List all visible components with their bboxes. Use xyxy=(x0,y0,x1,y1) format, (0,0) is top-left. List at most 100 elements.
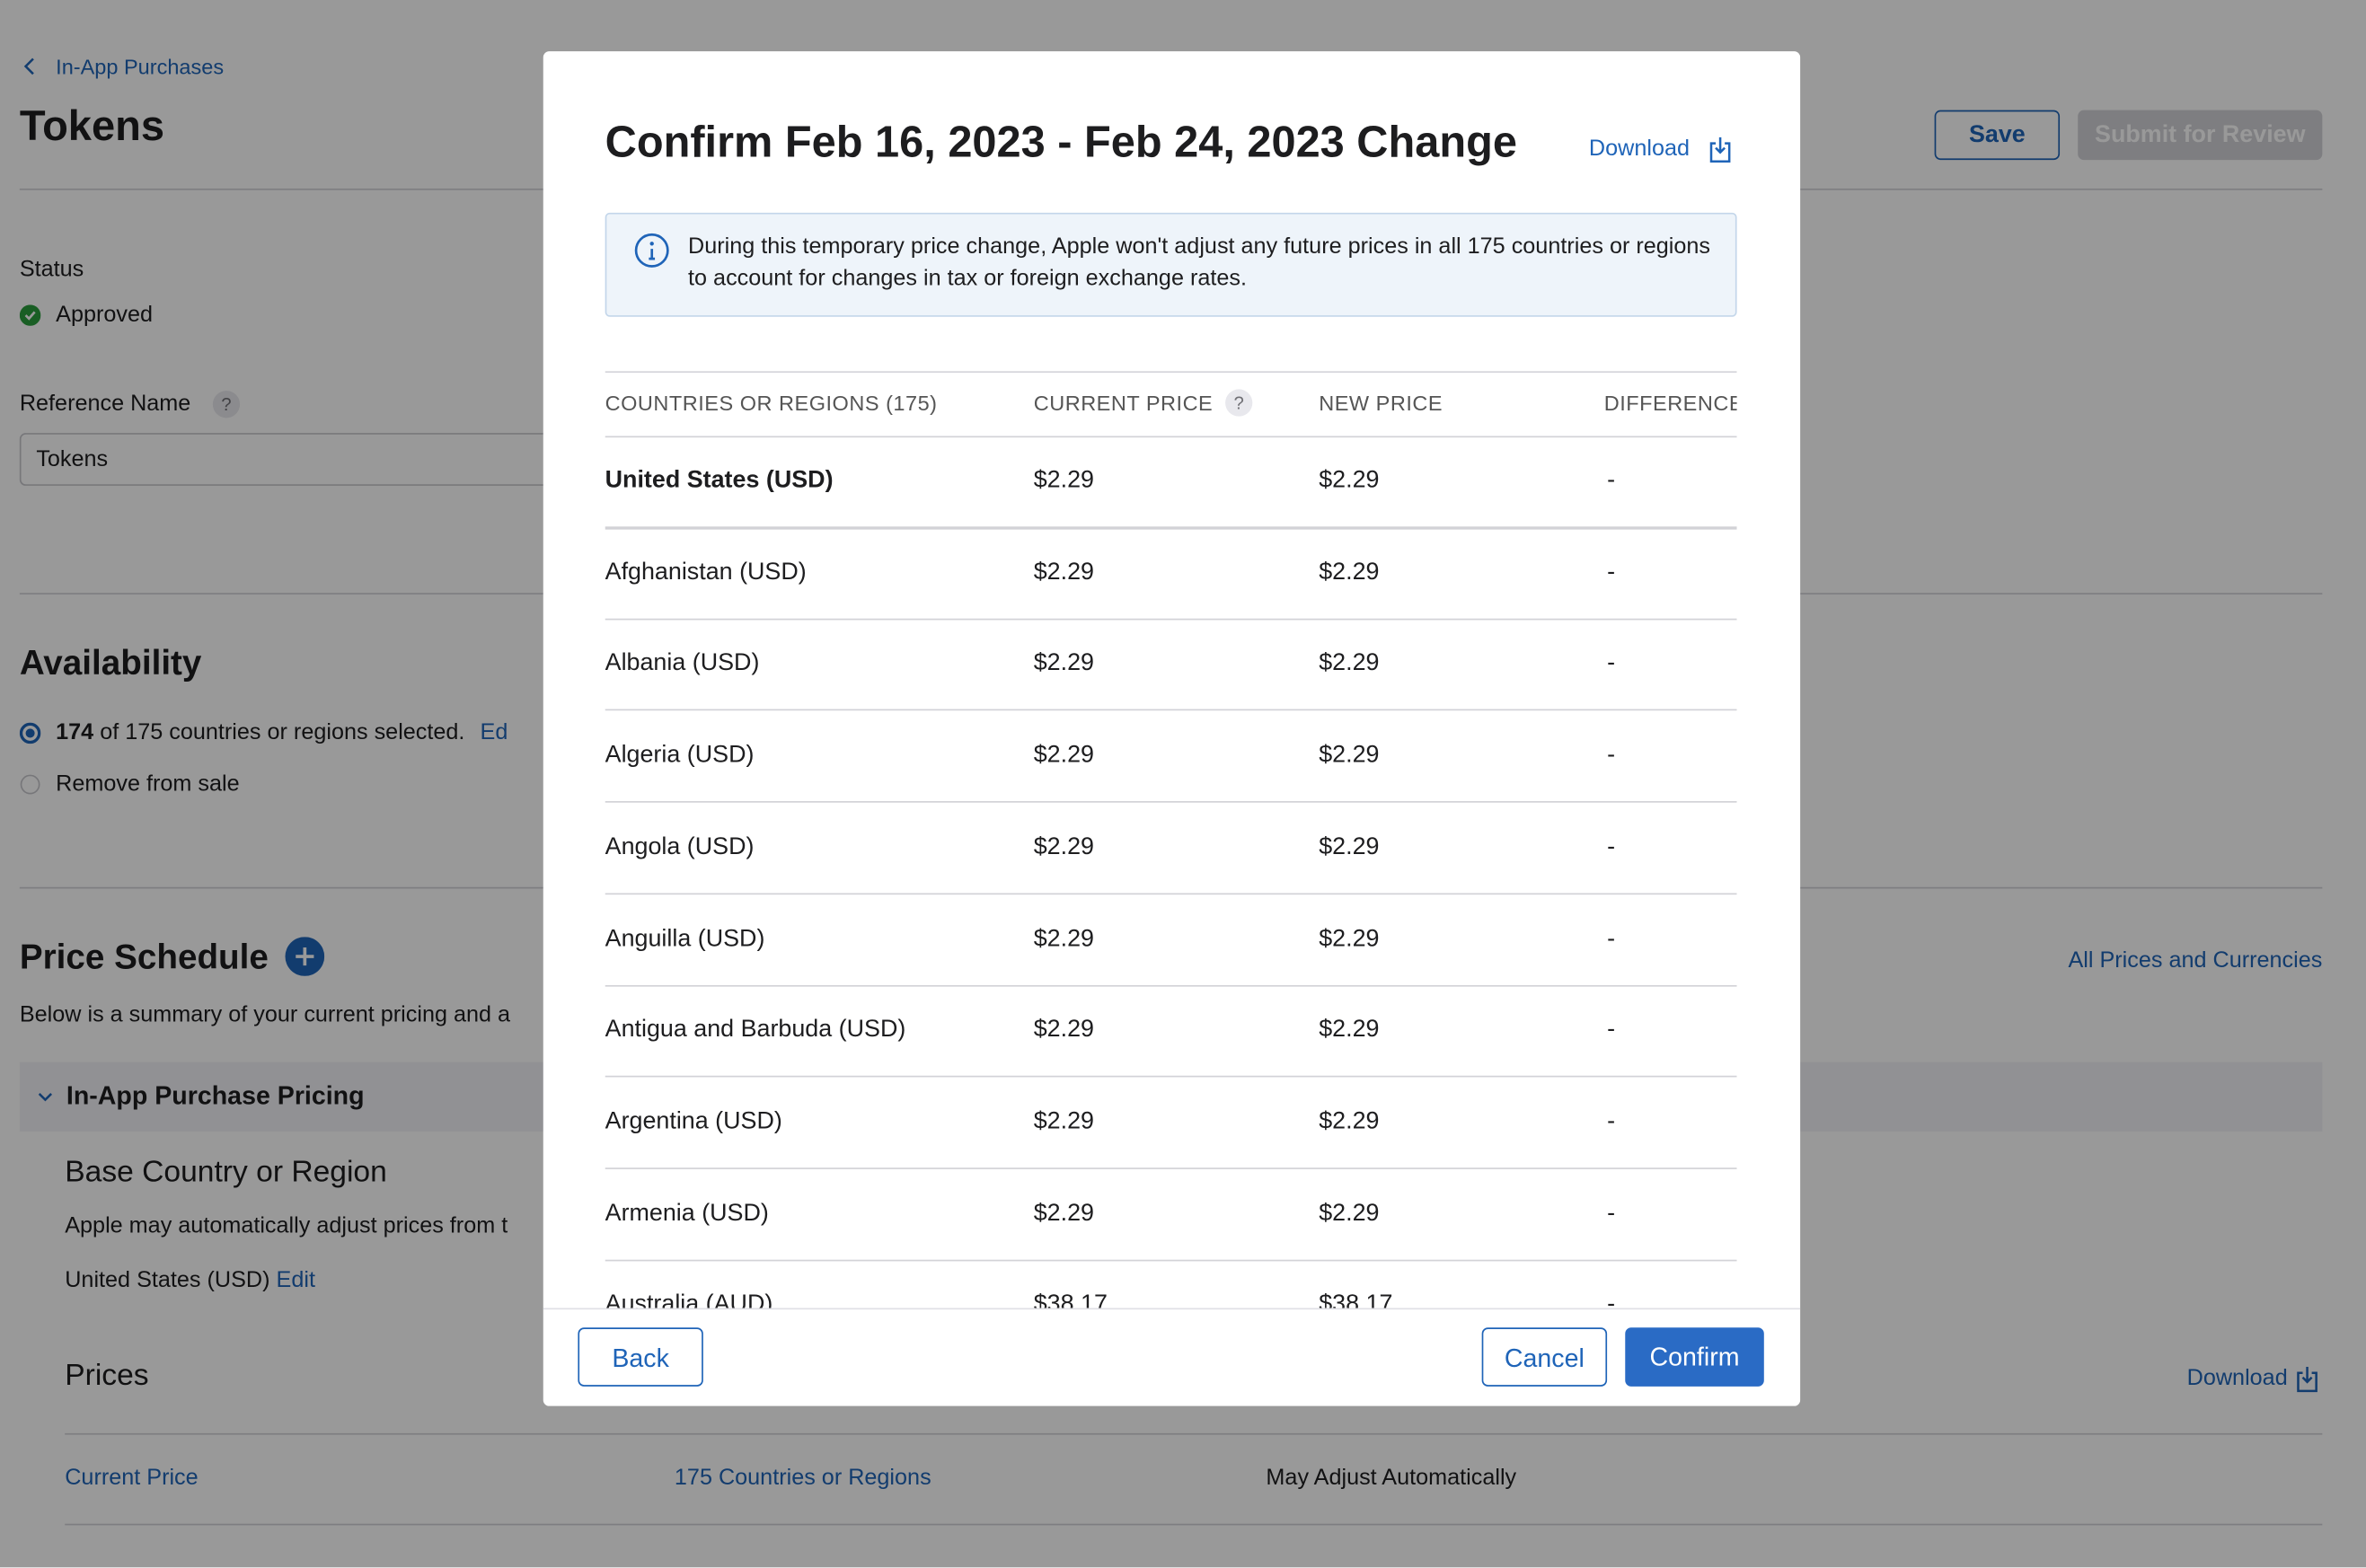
subsection-title: Prices xyxy=(65,1359,149,1393)
price-cell: $2.29 xyxy=(1319,559,1380,586)
cancel-button[interactable]: Cancel xyxy=(1481,1327,1608,1387)
country-cell: Albania (USD) xyxy=(605,650,760,677)
row-divider xyxy=(605,1076,1737,1078)
price-cell: $2.29 xyxy=(1033,1200,1095,1227)
header-bottom-line xyxy=(605,436,1737,438)
column-header: DIFFERENCE xyxy=(1603,391,1737,415)
info-icon xyxy=(634,233,669,268)
download-icon[interactable] xyxy=(2293,1364,2320,1395)
base-country-value: United States (USD) xyxy=(65,1267,270,1293)
price-cell: $2.29 xyxy=(1319,925,1380,952)
reference-name-input[interactable]: Tokens xyxy=(19,433,623,486)
edit-link[interactable]: Edit xyxy=(276,1267,315,1293)
add-button[interactable] xyxy=(285,937,325,976)
price-cell: $2.29 xyxy=(1033,1108,1095,1135)
price-cell: $2.29 xyxy=(1033,925,1095,952)
input-value: Tokens xyxy=(36,446,109,472)
price-cell: - xyxy=(1607,833,1616,860)
row-divider xyxy=(605,709,1737,711)
section-title: Price Schedule xyxy=(19,937,269,976)
table-top-line xyxy=(605,371,1737,373)
price-cell: - xyxy=(1607,742,1616,769)
confirm-button[interactable]: Confirm xyxy=(1625,1327,1764,1387)
download-icon[interactable] xyxy=(1707,135,1734,165)
price-cell: $2.29 xyxy=(1033,467,1095,494)
country-cell: Anguilla (USD) xyxy=(605,925,765,952)
price-cell: - xyxy=(1607,1291,1616,1308)
row-divider xyxy=(605,1259,1737,1261)
row-divider xyxy=(605,801,1737,803)
country-cell: Armenia (USD) xyxy=(605,1200,769,1227)
base-country: United States (USD) Edit xyxy=(65,1265,315,1296)
price-cell: - xyxy=(1607,1200,1616,1227)
notice-box: During this temporary price change, Appl… xyxy=(605,212,1737,317)
price-cell: - xyxy=(1607,1108,1616,1135)
country-cell: Angola (USD) xyxy=(605,833,755,860)
download-link[interactable]: Download xyxy=(1588,136,1691,162)
prices-column: May Adjust Automatically xyxy=(1266,1465,1517,1491)
help-icon[interactable]: ? xyxy=(1225,389,1253,417)
approved-icon xyxy=(19,304,41,326)
availability-count: 174 xyxy=(56,719,94,745)
price-cell: - xyxy=(1607,650,1616,677)
price-cell: $2.29 xyxy=(1319,833,1380,860)
column-header: CURRENT PRICE xyxy=(1033,391,1214,415)
divider xyxy=(65,1523,2323,1526)
price-cell: - xyxy=(1607,467,1616,494)
price-cell: $38.17 xyxy=(1033,1291,1108,1308)
price-cell: $2.29 xyxy=(1033,559,1095,586)
all-prices-link[interactable]: All Prices and Currencies xyxy=(2068,947,2323,973)
row-divider xyxy=(605,618,1737,620)
breadcrumb[interactable]: In-App Purchases xyxy=(56,54,225,79)
row-divider xyxy=(605,984,1737,986)
row-divider xyxy=(605,1167,1737,1169)
country-cell: Algeria (USD) xyxy=(605,742,755,769)
radio[interactable] xyxy=(20,774,41,796)
footer-divider xyxy=(543,1308,1801,1310)
save-button[interactable]: Save xyxy=(1934,110,2061,161)
section-bar-label: In-App Purchase Pricing xyxy=(66,1081,365,1111)
prices-column[interactable]: Current Price xyxy=(65,1465,199,1491)
price-cell: - xyxy=(1607,925,1616,952)
status-value: Approved xyxy=(56,301,154,328)
download-link[interactable]: Download xyxy=(2186,1365,2288,1391)
price-cell: $2.29 xyxy=(1033,833,1095,860)
price-cell: - xyxy=(1607,1017,1616,1044)
price-cell: $2.29 xyxy=(1033,1017,1095,1044)
price-cell: $38.17 xyxy=(1319,1291,1393,1308)
price-cell: $2.29 xyxy=(1319,742,1380,769)
status-label: Status xyxy=(19,256,84,283)
row-divider xyxy=(605,526,1737,530)
price-cell: - xyxy=(1607,559,1616,586)
confirm-modal: Confirm Feb 16, 2023 - Feb 24, 2023 Chan… xyxy=(543,51,1801,1406)
submit-button[interactable]: Submit for Review xyxy=(2078,110,2323,161)
column-header: NEW PRICE xyxy=(1319,391,1443,415)
country-cell: Argentina (USD) xyxy=(605,1108,782,1135)
row-divider xyxy=(605,893,1737,894)
price-cell: $2.29 xyxy=(1319,467,1380,494)
country-cell: United States (USD) xyxy=(605,467,834,494)
country-cell: Australia (AUD) xyxy=(605,1291,773,1308)
modal-title: Confirm Feb 16, 2023 - Feb 24, 2023 Chan… xyxy=(605,119,1517,168)
availability-desc: of 175 countries or regions selected. xyxy=(100,719,465,745)
price-cell: $2.29 xyxy=(1319,1108,1380,1135)
prices-column[interactable]: 175 Countries or Regions xyxy=(674,1465,931,1491)
subsection-title: Base Country or Region xyxy=(65,1155,387,1189)
help-icon[interactable]: ? xyxy=(212,391,241,418)
edit-link[interactable]: Ed xyxy=(480,719,508,745)
section-desc: Below is a summary of your current prici… xyxy=(19,1001,511,1028)
divider xyxy=(65,1432,2323,1435)
section-title: Availability xyxy=(19,642,202,683)
radio-selected[interactable] xyxy=(19,722,41,744)
subsection-desc: Apple may automatically adjust prices fr… xyxy=(65,1212,508,1239)
price-cell: $2.29 xyxy=(1033,650,1095,677)
back-button[interactable]: Back xyxy=(578,1327,703,1387)
price-cell: $2.29 xyxy=(1033,742,1095,769)
reference-name-label: Reference Name xyxy=(19,391,191,417)
notice-text: During this temporary price change, Appl… xyxy=(688,233,1711,292)
price-cell: $2.29 xyxy=(1319,1017,1380,1044)
column-header: COUNTRIES OR REGIONS (175) xyxy=(605,391,938,415)
country-cell: Antigua and Barbuda (USD) xyxy=(605,1017,906,1044)
